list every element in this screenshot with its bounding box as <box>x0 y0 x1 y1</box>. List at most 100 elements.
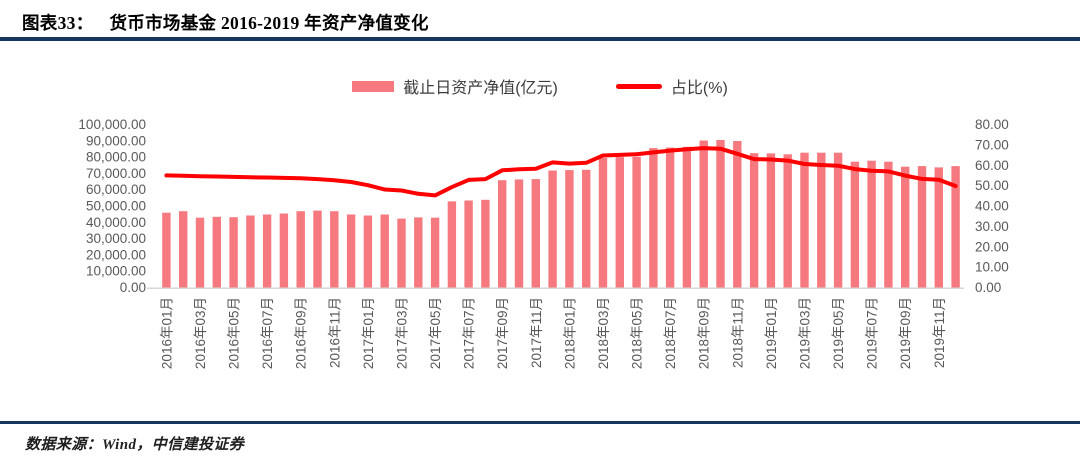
bar <box>212 216 221 288</box>
chart-title: 图表33： 货币市场基金 2016-2019 年资产净值变化 <box>22 10 429 35</box>
bar <box>514 179 524 288</box>
bar <box>884 161 893 288</box>
bar <box>951 166 960 288</box>
legend-bar-swatch-icon <box>352 80 395 92</box>
right-axis-tick-label: 0.00 <box>975 280 1001 295</box>
left-axis-tick-label: 100,000.00 <box>78 117 146 132</box>
bar <box>665 147 675 288</box>
x-axis-tick-label: 2019年09月 <box>898 297 913 369</box>
right-axis-ticks: 0.00 10.00 20.00 30.00 40.00 50.00 60.00 70.00 8… <box>975 117 1009 295</box>
bar-series <box>162 140 960 288</box>
legend-label-net-asset: 截止日资产净值(亿元) <box>403 80 558 97</box>
x-axis-tick-label: 2019年11月 <box>932 297 947 368</box>
left-axis-tick-label: 80,000.00 <box>86 150 146 165</box>
bar <box>917 166 927 288</box>
bar <box>330 211 339 288</box>
x-axis-tick-label: 2018年05月 <box>630 297 645 369</box>
right-axis-tick-label: 20.00 <box>975 239 1009 254</box>
bar <box>179 211 188 288</box>
bar <box>833 152 843 288</box>
right-axis-tick-label: 60.00 <box>975 158 1009 173</box>
bar <box>749 153 759 288</box>
bar <box>783 154 792 288</box>
x-axis-ticks: 2016年01月 2016年03月 2016年05月 2016年07月 2016年09月… <box>159 297 946 369</box>
bar <box>766 153 776 288</box>
left-axis-tick-label: 10,000.00 <box>86 264 146 279</box>
bar <box>229 217 238 288</box>
left-axis-tick-label: 0.00 <box>120 280 146 295</box>
bar <box>414 217 423 288</box>
legend-item-net-asset: 截止日资产净值(亿元) <box>352 74 558 98</box>
x-axis-tick-label: 2017年09月 <box>495 297 510 369</box>
legend-label-ratio: 占比(%) <box>670 80 728 97</box>
x-axis-tick-label: 2017年01月 <box>361 297 376 369</box>
page-title: 货币市场基金 2016-2019 年资产净值变化 <box>109 13 429 33</box>
bar <box>481 199 490 288</box>
bar <box>682 146 692 288</box>
footer-divider <box>0 421 1080 424</box>
x-axis-tick-label: 2018年03月 <box>596 297 611 369</box>
bar <box>615 157 624 288</box>
x-axis-tick-label: 2019年01月 <box>764 297 779 369</box>
bar <box>262 214 272 288</box>
x-axis-tick-label: 2018年09月 <box>697 297 712 369</box>
bar <box>598 157 608 288</box>
bar <box>195 217 205 288</box>
bar <box>346 214 356 288</box>
bar <box>397 218 406 288</box>
x-axis-tick-label: 2016年07月 <box>260 297 275 369</box>
x-axis-tick-label: 2016年09月 <box>294 297 309 369</box>
ratio-line <box>164 146 958 198</box>
left-axis-tick-label: 90,000.00 <box>86 133 146 148</box>
bar <box>531 179 540 288</box>
left-axis-tick-label: 30,000.00 <box>86 231 146 246</box>
right-axis-tick-label: 80.00 <box>975 117 1009 132</box>
x-axis-tick-label: 2016年03月 <box>193 297 208 369</box>
left-axis-tick-label: 60,000.00 <box>86 182 146 197</box>
bar <box>430 217 440 288</box>
x-axis-tick-label: 2019年03月 <box>798 297 813 369</box>
bar <box>699 140 708 288</box>
right-axis-tick-label: 10.00 <box>975 260 1009 275</box>
x-axis-tick-label: 2017年03月 <box>395 297 410 369</box>
bar <box>649 148 658 288</box>
bar <box>632 156 641 288</box>
figure-label: 图表33： <box>22 13 94 33</box>
x-axis-tick-label: 2018年01月 <box>562 297 577 369</box>
bar <box>850 161 860 288</box>
bar <box>817 152 826 288</box>
chart-legend: 截止日资产净值(亿元) 占比(%) <box>0 74 1080 98</box>
bar <box>800 152 809 288</box>
x-axis-tick-label: 2017年05月 <box>428 297 443 369</box>
data-source: 数据来源：Wind，中信建投证券 <box>25 437 245 453</box>
bar <box>380 214 389 288</box>
bar <box>447 201 457 288</box>
x-axis-tick-label: 2018年11月 <box>730 297 745 368</box>
right-axis-tick-label: 30.00 <box>975 219 1009 234</box>
right-axis-tick-label: 50.00 <box>975 178 1009 193</box>
left-axis-tick-label: 50,000.00 <box>86 199 146 214</box>
title-divider <box>0 37 1080 41</box>
x-axis-tick-label: 2017年07月 <box>462 297 477 369</box>
x-axis-tick-label: 2018年07月 <box>663 297 678 369</box>
right-axis-tick-label: 70.00 <box>975 137 1009 152</box>
x-axis-tick-label: 2019年05月 <box>831 297 846 369</box>
bar <box>565 170 574 288</box>
x-axis-tick-label: 2017年11月 <box>529 297 544 368</box>
bar <box>279 213 289 288</box>
right-axis-tick-label: 40.00 <box>975 199 1009 214</box>
left-axis-tick-label: 70,000.00 <box>86 166 146 181</box>
x-axis-tick-label: 2019年07月 <box>865 297 880 369</box>
x-axis-tick-label: 2016年01月 <box>159 297 174 369</box>
legend-item-ratio: 占比(%) <box>615 74 728 98</box>
x-axis-tick-label: 2016年05月 <box>227 297 242 369</box>
bar <box>901 166 910 288</box>
bar <box>162 212 171 288</box>
bar <box>934 167 943 288</box>
bar <box>582 169 591 288</box>
bar <box>296 211 305 288</box>
bar <box>733 141 742 288</box>
